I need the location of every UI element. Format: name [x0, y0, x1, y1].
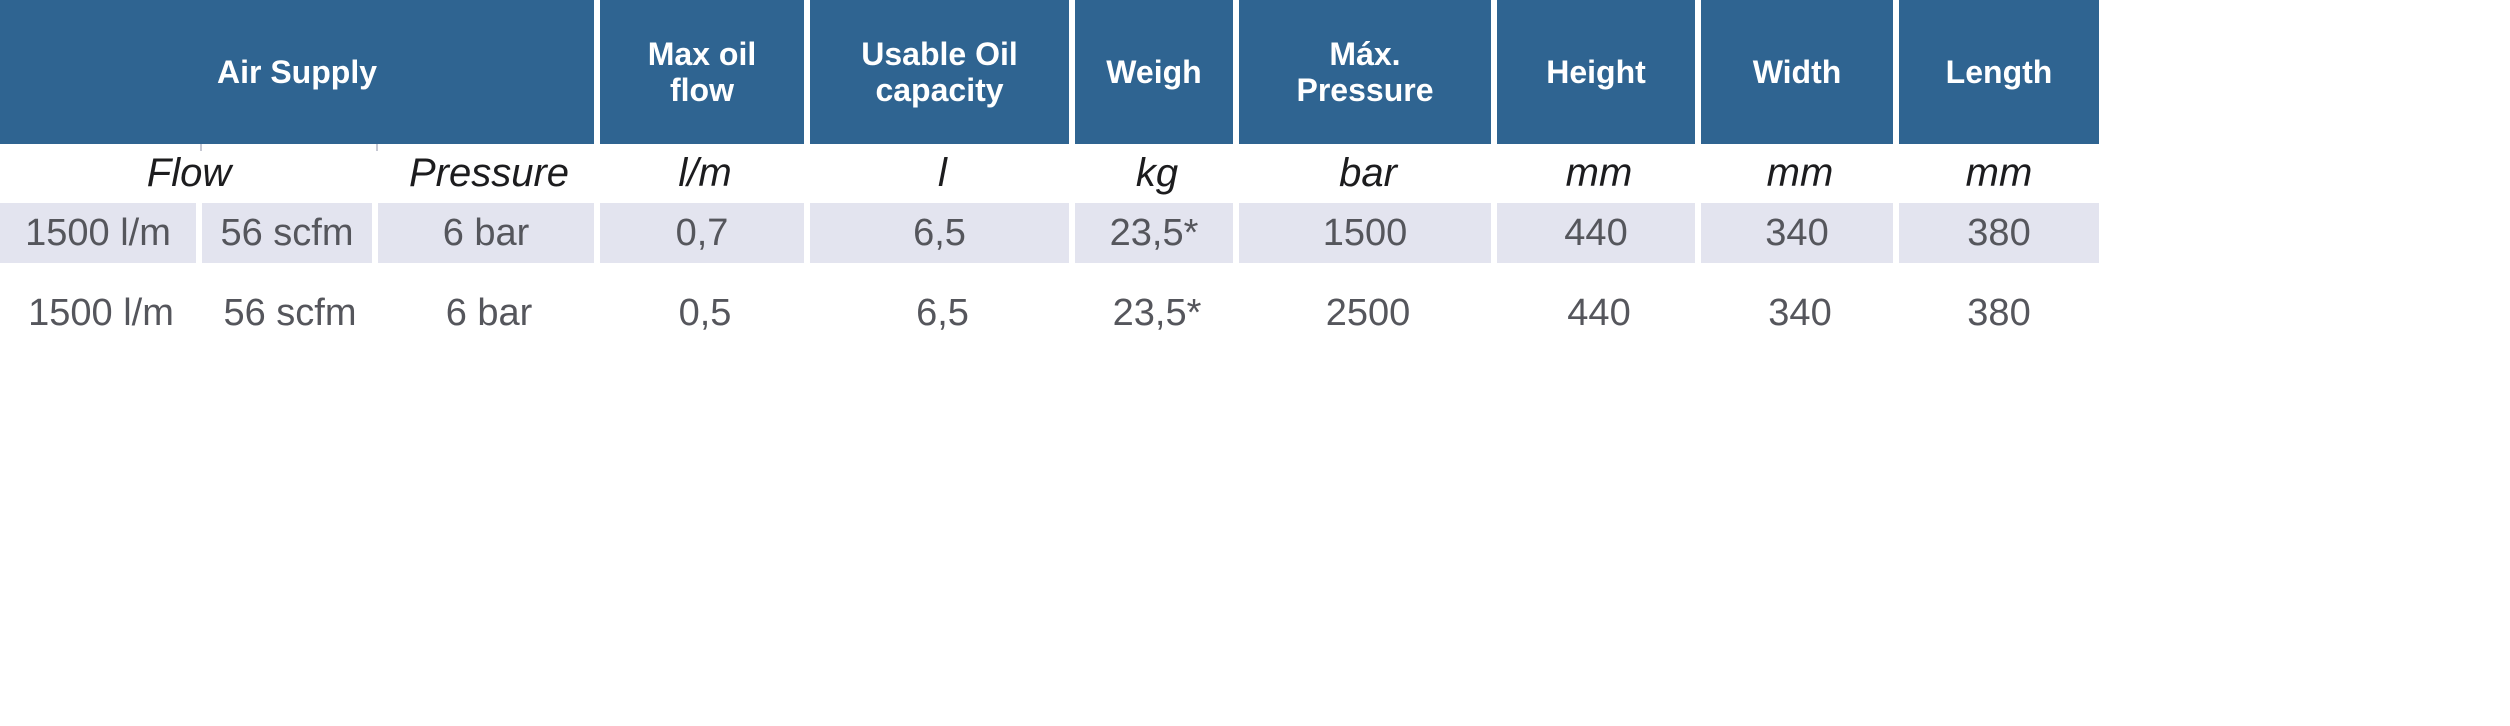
units-length: mm — [1899, 144, 2099, 203]
units-height: mm — [1497, 144, 1701, 203]
table-row-2: 1500 l/m 56 scfm 6 bar 0,5 6,5 23,5* 250… — [0, 263, 2099, 363]
cell-width: 340 — [1701, 263, 1899, 363]
header-border-tick — [376, 144, 378, 151]
header-usable-oil-capacity-label: Usable Oil capacity — [861, 36, 1018, 108]
header-length: Length — [1899, 0, 2099, 144]
cell-air-pressure: 6 bar — [378, 263, 600, 363]
header-height-label: Height — [1546, 54, 1646, 90]
header-air-supply: Air Supply — [0, 0, 600, 144]
units-weigh: kg — [1075, 144, 1239, 203]
cell-height: 440 — [1497, 263, 1701, 363]
header-length-label: Length — [1945, 54, 2053, 90]
table-row-1: 1500 l/m 56 scfm 6 bar 0,7 6,5 23,5* 150… — [0, 203, 2099, 263]
units-max-oil-flow: l/m — [600, 144, 810, 203]
spec-table: Air Supply Max oil flow Usable Oil capac… — [0, 0, 2099, 363]
header-weigh-label: Weigh — [1106, 54, 1202, 90]
cell-air-flow-lm: 1500 l/m — [0, 263, 202, 363]
cell-usable-oil-capacity: 6,5 — [810, 203, 1075, 263]
table-units-row: Flow Pressure l/m l kg bar mm mm mm — [0, 144, 2099, 203]
cell-max-pressure: 1500 — [1239, 203, 1497, 263]
header-usable-oil-capacity: Usable Oil capacity — [810, 0, 1075, 144]
units-flow: Flow — [0, 144, 378, 203]
cell-max-oil-flow: 0,5 — [600, 263, 810, 363]
cell-air-pressure: 6 bar — [378, 203, 600, 263]
header-max-pressure-label: Máx. Pressure — [1296, 36, 1434, 108]
header-max-oil-flow: Max oil flow — [600, 0, 810, 144]
units-usable-oil-capacity: l — [810, 144, 1075, 203]
cell-height: 440 — [1497, 203, 1701, 263]
cell-weigh: 23,5* — [1075, 203, 1239, 263]
cell-length: 380 — [1899, 203, 2099, 263]
header-border-tick — [200, 144, 202, 151]
cell-weigh: 23,5* — [1075, 263, 1239, 363]
cell-air-flow-lm: 1500 l/m — [0, 203, 202, 263]
units-width: mm — [1701, 144, 1899, 203]
header-width-label: Width — [1752, 54, 1842, 90]
table-header-row: Air Supply Max oil flow Usable Oil capac… — [0, 0, 2099, 144]
cell-usable-oil-capacity: 6,5 — [810, 263, 1075, 363]
header-weigh: Weigh — [1075, 0, 1239, 144]
units-max-pressure: bar — [1239, 144, 1497, 203]
header-max-oil-flow-label: Max oil flow — [647, 36, 757, 108]
cell-max-oil-flow: 0,7 — [600, 203, 810, 263]
cell-width: 340 — [1701, 203, 1899, 263]
header-max-pressure: Máx. Pressure — [1239, 0, 1497, 144]
cell-air-flow-scfm: 56 scfm — [202, 263, 378, 363]
header-height: Height — [1497, 0, 1701, 144]
header-width: Width — [1701, 0, 1899, 144]
cell-air-flow-scfm: 56 scfm — [202, 203, 378, 263]
units-pressure: Pressure — [378, 144, 600, 203]
header-air-supply-label: Air Supply — [216, 54, 377, 90]
cell-length: 380 — [1899, 263, 2099, 363]
cell-max-pressure: 2500 — [1239, 263, 1497, 363]
